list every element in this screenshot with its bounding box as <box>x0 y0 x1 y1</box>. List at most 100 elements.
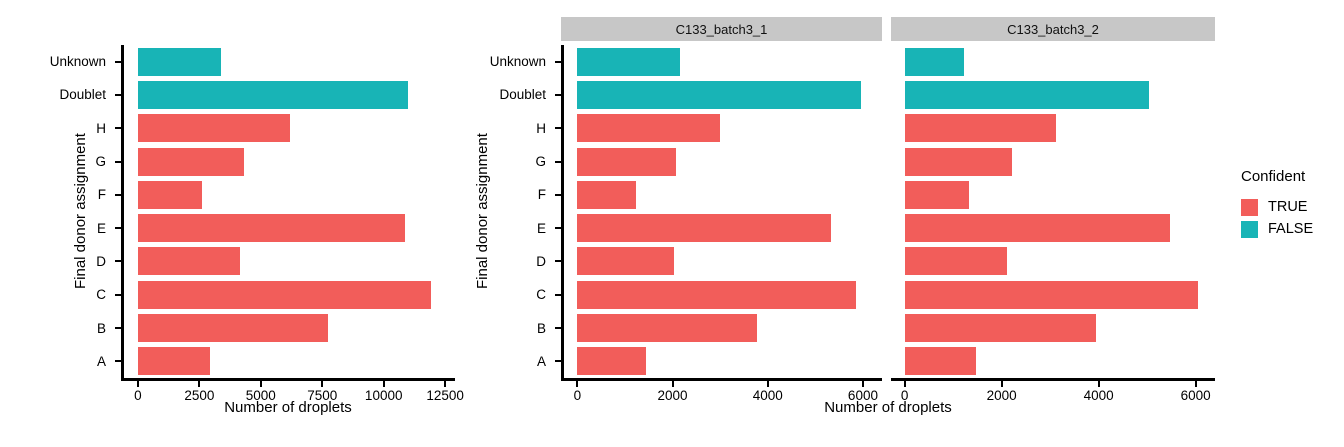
bar-overall-b <box>137 314 329 343</box>
x-tick <box>136 378 139 387</box>
bar-facet-2-unknown <box>904 47 964 76</box>
left-chart-panel: 0 2500 5000 7500 10000 12500 <box>115 45 464 403</box>
legend-label-false: FALSE <box>1268 221 1314 237</box>
x-tick-label: 2500 <box>184 388 215 403</box>
x-tick-label: 2000 <box>657 388 688 403</box>
bar-row-b <box>564 311 882 344</box>
y-axis-label-b: B <box>96 320 106 336</box>
facet-x-axis-title: Number of droplets <box>824 399 952 416</box>
y-tick <box>115 227 121 230</box>
bar-row-d <box>124 245 455 278</box>
y-axis-label-b: B <box>536 320 546 336</box>
bar-row-d <box>564 245 882 278</box>
x-tick-label: 0 <box>573 388 582 403</box>
x-tick <box>1194 378 1197 387</box>
y-axis-label-unknown: Unknown <box>49 54 106 70</box>
bar-facet-2-f <box>904 180 969 209</box>
y-tick <box>555 227 561 230</box>
y-axis-label-h: H <box>96 120 106 136</box>
y-tick <box>555 60 561 63</box>
x-tick-label: 0 <box>900 388 909 403</box>
bar-row-doublet <box>891 78 1215 111</box>
bar-row-g <box>891 145 1215 178</box>
bar-row-b <box>891 311 1215 344</box>
bar-overall-c <box>137 280 432 309</box>
x-tick <box>1097 378 1100 387</box>
bar-row-h <box>124 112 455 145</box>
y-axis-label-doublet: Doublet <box>59 87 106 103</box>
x-tick <box>671 378 674 387</box>
legend-item-true: TRUE <box>1241 197 1341 217</box>
bar-overall-h <box>137 114 290 143</box>
y-axis-label-c: C <box>536 287 546 303</box>
y-axis-label-e: E <box>536 220 546 236</box>
x-tick <box>321 378 324 387</box>
bar-row-doublet <box>564 78 882 111</box>
bar-row-g <box>564 145 882 178</box>
facet-strip-label: C133_batch3_1 <box>675 21 768 37</box>
y-axis-label-c: C <box>96 287 106 303</box>
y-tick <box>555 127 561 130</box>
x-tick-label: 4000 <box>1083 388 1114 403</box>
x-tick <box>198 378 201 387</box>
bar-row-h <box>564 112 882 145</box>
bar-row-a <box>124 345 455 378</box>
x-tick <box>444 378 447 387</box>
legend-swatch-false <box>1241 220 1258 238</box>
bar-overall-f <box>137 180 202 209</box>
y-axis-label-h: H <box>536 120 546 136</box>
facet-strip-c133-batch3-2: C133_batch3_2 <box>891 17 1215 41</box>
x-tick-label: 5000 <box>245 388 276 403</box>
bar-overall-g <box>137 147 245 176</box>
bar-facet-1-unknown <box>577 47 680 76</box>
facet-strip-c133-batch3-1: C133_batch3_1 <box>561 17 882 41</box>
left-y-axis-tick-labels: Unknown Doublet H G F E D C B A <box>28 45 114 378</box>
bar-overall-a <box>137 347 211 376</box>
bar-row-b <box>124 311 455 344</box>
x-tick <box>259 378 262 387</box>
facet-panel-c133-batch3-1: 0 2000 4000 6000 <box>555 45 882 403</box>
bar-row-f <box>564 178 882 211</box>
y-tick <box>555 327 561 330</box>
legend-item-false: FALSE <box>1241 219 1341 239</box>
x-tick-label: 4000 <box>752 388 783 403</box>
y-tick <box>555 160 561 163</box>
facet-panel-c133-batch3-2: 0 2000 4000 6000 <box>891 45 1215 403</box>
facet-strip-label: C133_batch3_2 <box>1007 21 1099 37</box>
x-tick-label: 6000 <box>847 388 878 403</box>
y-axis-label-d: D <box>96 253 106 269</box>
y-axis-label-f: F <box>537 187 546 203</box>
legend-title: Confident <box>1241 168 1306 185</box>
y-tick <box>115 327 121 330</box>
x-tick-label: 2000 <box>986 388 1017 403</box>
bar-facet-1-h <box>577 114 721 143</box>
x-tick-label: 0 <box>134 388 142 403</box>
y-tick <box>115 360 121 363</box>
y-axis-label-e: E <box>96 220 106 236</box>
y-tick <box>115 127 121 130</box>
bar-facet-2-doublet <box>904 80 1149 109</box>
bar-row-f <box>124 178 455 211</box>
x-tick-label: 7500 <box>307 388 338 403</box>
bar-facet-2-d <box>904 247 1007 276</box>
bar-facet-2-c <box>904 280 1198 309</box>
bar-row-d <box>891 245 1215 278</box>
bar-facet-1-f <box>577 180 636 209</box>
bar-row-unknown <box>564 45 882 78</box>
y-axis-label-a: A <box>96 353 106 369</box>
y-tick <box>555 293 561 296</box>
bar-facet-1-doublet <box>577 80 862 109</box>
bar-row-a <box>891 345 1215 378</box>
y-tick <box>115 93 121 96</box>
x-tick-label: 12500 <box>426 388 464 403</box>
y-tick <box>115 293 121 296</box>
x-tick <box>382 378 385 387</box>
bar-overall-e <box>137 214 405 243</box>
bar-overall-d <box>137 247 241 276</box>
bar-facet-1-e <box>577 214 832 243</box>
y-axis-label-f: F <box>97 187 106 203</box>
bar-row-f <box>891 178 1215 211</box>
y-tick <box>115 160 121 163</box>
bar-facet-2-a <box>904 347 977 376</box>
